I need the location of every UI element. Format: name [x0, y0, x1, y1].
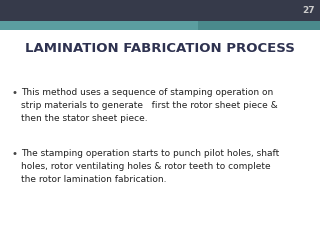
Bar: [0, 21, 198, 30]
Text: •: •: [12, 149, 17, 159]
Text: LAMINATION FABRICATION PROCESS: LAMINATION FABRICATION PROCESS: [25, 42, 295, 54]
Bar: [0, 0, 320, 22]
Text: •: •: [12, 88, 17, 98]
Text: 27: 27: [303, 6, 315, 15]
Text: This method uses a sequence of stamping operation on
strip materials to generate: This method uses a sequence of stamping …: [21, 88, 277, 123]
Bar: [198, 21, 320, 30]
Text: The stamping operation starts to punch pilot holes, shaft
holes, rotor ventilati: The stamping operation starts to punch p…: [21, 149, 279, 184]
